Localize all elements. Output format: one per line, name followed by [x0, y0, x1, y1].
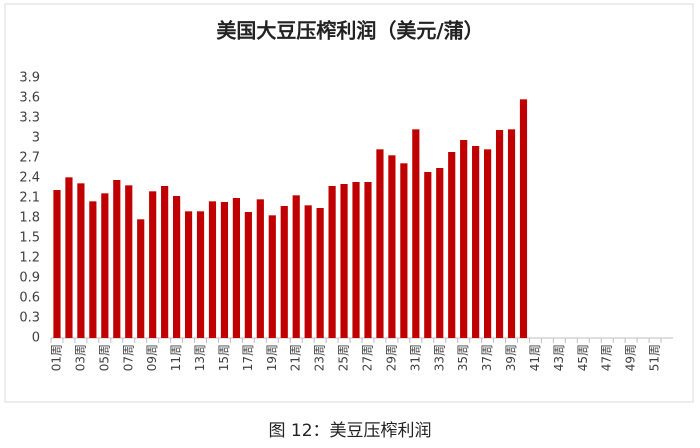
x-tick-label: 17周 — [241, 344, 255, 371]
x-tick-label: 25周 — [337, 344, 351, 371]
bar — [89, 201, 97, 338]
x-tick-label: 45周 — [576, 344, 590, 371]
bar — [484, 149, 492, 338]
bar — [495, 130, 504, 338]
y-tick-label: 3.3 — [19, 111, 40, 126]
y-tick-label: 0 — [32, 331, 40, 346]
x-tick-label: 47周 — [600, 344, 614, 371]
bar — [376, 149, 384, 338]
y-tick-label: 3.6 — [19, 91, 40, 106]
bar — [173, 196, 181, 338]
bar — [424, 172, 432, 338]
chart-title: 美国大豆压榨利润（美元/蒲） — [216, 19, 483, 43]
x-tick-label: 35周 — [456, 344, 470, 371]
x-tick-label: 37周 — [480, 344, 494, 371]
x-tick-label: 07周 — [121, 344, 135, 371]
x-tick-label: 33周 — [432, 344, 446, 371]
x-tick-label: 11周 — [169, 344, 183, 371]
bar — [149, 191, 157, 338]
x-tick-label: 29周 — [384, 344, 398, 371]
bar — [196, 211, 205, 338]
bar — [448, 152, 456, 338]
bar — [268, 215, 276, 338]
bar — [125, 185, 133, 338]
bar — [388, 155, 396, 338]
bar — [77, 183, 85, 338]
x-tick-label: 01周 — [49, 344, 63, 371]
bar — [352, 182, 360, 338]
y-tick-label: 2.7 — [19, 151, 40, 166]
x-tick-label: 41周 — [528, 344, 542, 371]
x-tick-label: 51周 — [648, 344, 662, 371]
bar — [244, 212, 252, 338]
x-tick-label: 27周 — [360, 344, 374, 371]
bar — [507, 129, 516, 338]
x-tick-label: 23周 — [313, 344, 327, 371]
bar — [53, 190, 61, 338]
x-tick-label: 09周 — [145, 344, 159, 371]
y-tick-label: 0.6 — [19, 291, 40, 306]
bar — [436, 168, 444, 338]
bar — [137, 219, 145, 338]
bar — [304, 205, 312, 338]
y-tick-label: 3.9 — [19, 71, 40, 86]
bar — [65, 177, 73, 338]
y-tick-label: 0.9 — [19, 271, 40, 286]
bar — [472, 146, 480, 338]
y-tick-label: 3 — [32, 131, 40, 146]
bar — [519, 99, 528, 338]
y-tick-label: 0.3 — [19, 311, 40, 326]
bar — [184, 211, 193, 338]
bar — [208, 201, 217, 338]
y-tick-label: 2.4 — [19, 171, 40, 186]
x-tick-label: 49周 — [624, 344, 638, 371]
x-tick-label: 19周 — [265, 344, 279, 371]
bar — [280, 206, 288, 338]
bar — [328, 186, 336, 338]
x-tick-label: 13周 — [193, 344, 207, 371]
caption: 图 12：美豆压榨利润 — [268, 421, 431, 441]
bar — [400, 163, 408, 338]
x-tick-label: 05周 — [97, 344, 111, 371]
x-tick-label: 21周 — [289, 344, 303, 371]
bar — [340, 184, 348, 338]
y-tick-label: 1.8 — [19, 211, 40, 226]
x-tick-label: 39周 — [504, 344, 518, 371]
bar — [412, 129, 420, 338]
bar — [292, 195, 300, 338]
bar — [316, 208, 324, 338]
bar — [113, 180, 121, 338]
y-tick-label: 1.5 — [19, 231, 40, 246]
bar — [220, 202, 229, 338]
bar — [101, 193, 109, 338]
x-tick-label: 31周 — [408, 344, 422, 371]
x-tick-label: 03周 — [73, 344, 87, 371]
bar — [364, 182, 372, 338]
bar — [161, 186, 169, 338]
bar — [256, 199, 264, 338]
y-tick-label: 1.2 — [19, 251, 40, 266]
bar — [232, 198, 240, 338]
y-tick-label: 2.1 — [19, 191, 40, 206]
x-tick-label: 15周 — [217, 344, 231, 371]
bar — [460, 140, 468, 338]
x-tick-label: 43周 — [552, 344, 566, 371]
